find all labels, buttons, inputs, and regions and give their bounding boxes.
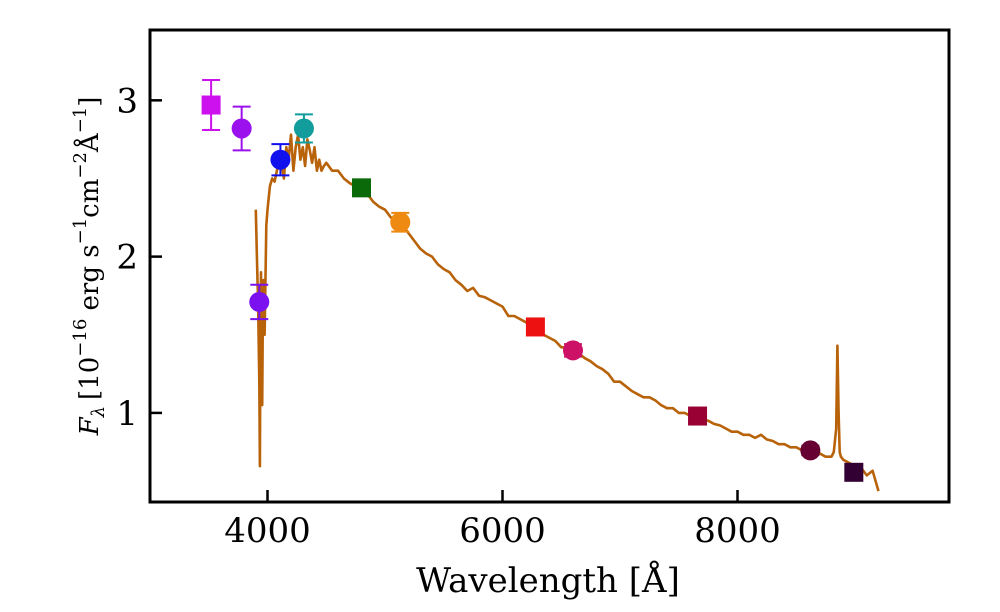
circle-marker bbox=[231, 118, 252, 139]
circle-marker bbox=[270, 149, 291, 170]
data-point-10 bbox=[688, 406, 708, 426]
data-point-12 bbox=[844, 462, 864, 482]
data-point-4 bbox=[270, 143, 291, 177]
square-marker bbox=[688, 406, 708, 426]
points-layer bbox=[201, 79, 864, 482]
data-point-8 bbox=[525, 317, 545, 337]
data-point-2 bbox=[231, 105, 252, 152]
square-marker bbox=[844, 462, 864, 482]
x-tick-label: 6000 bbox=[459, 511, 546, 551]
y-tick-label: 1 bbox=[116, 394, 138, 434]
circle-marker bbox=[563, 340, 583, 361]
circle-marker bbox=[800, 440, 821, 461]
y-label-cm: cm bbox=[75, 179, 105, 218]
y-label-exp2: −1 bbox=[70, 218, 91, 245]
plot-area: 4000 6000 8000 1 2 3 bbox=[116, 28, 951, 551]
data-point-9 bbox=[563, 340, 583, 361]
y-label-close: ] bbox=[75, 97, 105, 107]
y-label-symbol: F bbox=[75, 416, 105, 436]
x-tick-label: 4000 bbox=[224, 511, 311, 551]
data-point-3 bbox=[249, 283, 270, 321]
spectrum-line bbox=[254, 133, 880, 492]
x-tick-label: 8000 bbox=[694, 511, 781, 551]
circle-marker bbox=[293, 118, 314, 139]
data-point-11 bbox=[800, 440, 821, 461]
data-point-1 bbox=[201, 79, 221, 132]
ticks-layer: 4000 6000 8000 1 2 3 bbox=[116, 81, 780, 551]
circle-marker bbox=[390, 212, 411, 233]
data-point-7 bbox=[390, 211, 411, 233]
y-axis-label-text: Fλ[10−16 erg s−1cm−2Å−1] bbox=[70, 97, 109, 437]
data-point-6 bbox=[352, 178, 371, 198]
data-point-5 bbox=[293, 113, 314, 144]
y-label-symbol-sub: λ bbox=[88, 406, 109, 418]
y-label-ang: Å bbox=[73, 132, 105, 153]
y-label-exp1: −16 bbox=[70, 319, 91, 357]
y-tick-label: 2 bbox=[116, 238, 138, 278]
square-marker bbox=[525, 317, 545, 337]
square-marker bbox=[201, 95, 221, 115]
y-label-exp4: −1 bbox=[70, 107, 91, 134]
plot-frame bbox=[148, 28, 951, 504]
square-marker bbox=[352, 178, 371, 198]
circle-marker bbox=[249, 291, 270, 312]
y-label-open: [10 bbox=[75, 357, 105, 400]
y-tick-label: 3 bbox=[116, 81, 138, 121]
x-axis-label: Wavelength [Å] bbox=[416, 560, 680, 601]
y-axis-label: Fλ[10−16 erg s−1cm−2Å−1] bbox=[70, 97, 109, 437]
spectrum-layer bbox=[254, 133, 880, 492]
y-label-erg: erg s bbox=[75, 244, 105, 318]
y-label-exp3: −2 bbox=[70, 152, 91, 179]
